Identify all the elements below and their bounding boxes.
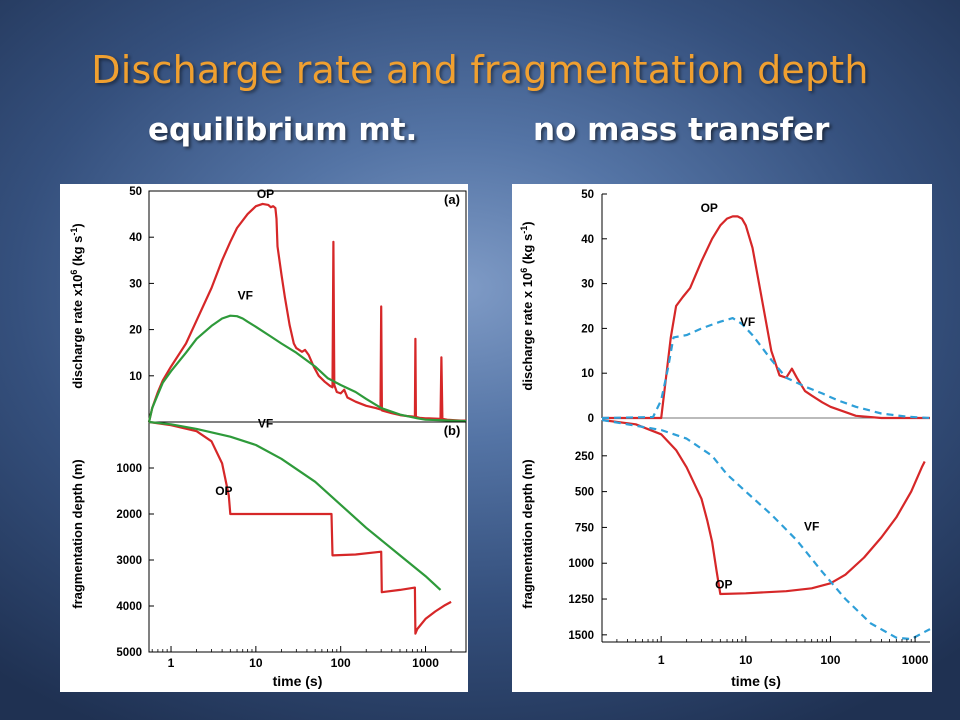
left-y-tick-label: 50 xyxy=(129,186,142,198)
left-series-label-op: OP xyxy=(257,187,274,201)
y-axis-label-part: (kg s xyxy=(520,234,535,268)
right-x-tick-label: 100 xyxy=(820,653,840,667)
right-y-tick-label: 20 xyxy=(581,323,594,335)
left-y-tick-label: 2000 xyxy=(116,509,142,521)
left-series-vf-line xyxy=(147,314,467,423)
left-series-label-op: OP xyxy=(215,484,232,498)
y-axis-label-part: -1 xyxy=(69,228,79,236)
y-axis-label-part: 6 xyxy=(69,270,79,275)
right-y-tick-label: 30 xyxy=(581,279,594,291)
slide-title: Discharge rate and fragmentation depth xyxy=(91,48,869,92)
left-panel-tag: (b) xyxy=(444,423,461,438)
chart-equilibrium-panel: 10 20 30 40 50 discharge rate x106 (kg s-1) (a… xyxy=(60,184,468,692)
y-axis-label-part: discharge rate x 10 xyxy=(520,273,535,391)
right-y-tick-label: 10 xyxy=(581,368,594,380)
right-y-tick-label: 750 xyxy=(575,522,594,534)
right-y-tick-label: 0 xyxy=(588,413,594,425)
left-y-tick-label: 40 xyxy=(129,232,142,244)
right-series-label-op: OP xyxy=(701,201,718,215)
right-x-axis-label: time (s) xyxy=(731,673,781,689)
right-series-op-line xyxy=(601,418,926,596)
right-x-axis-group: 1 10 100 1000 time (s) xyxy=(601,636,929,689)
right-series-label-vf: VF xyxy=(804,519,819,533)
left-panel-discharge: 10 20 30 40 50 discharge rate x106 (kg s-1) (a… xyxy=(69,186,467,423)
chart-no-mass-transfer: 0 10 20 30 40 50 discharge rate x 106 (kg s-1)… xyxy=(519,189,931,689)
left-axes-frame xyxy=(148,421,467,653)
left-panel-tag: (a) xyxy=(444,192,460,207)
right-y-tick-label: 1000 xyxy=(568,558,594,570)
right-x-tick-label: 10 xyxy=(739,653,753,667)
right-panel-discharge: 0 10 20 30 40 50 discharge rate x 106 (kg s-1)… xyxy=(519,189,931,425)
left-x-tick-label: 100 xyxy=(331,656,351,670)
right-series-label-vf: VF xyxy=(740,315,755,329)
y-axis-label-part: -1 xyxy=(519,226,529,234)
right-series-op-line xyxy=(602,215,930,420)
left-x-axis-group: 1 10 100 1000 time (s) xyxy=(151,646,467,689)
right-series-vf-line xyxy=(601,317,931,420)
right-y-tick-label: 40 xyxy=(581,234,594,246)
left-series-op-line xyxy=(147,202,466,423)
y-axis-label-part: discharge rate x10 xyxy=(70,275,85,389)
left-y-tick-label: 30 xyxy=(129,278,142,290)
right-series-label-op: OP xyxy=(715,577,732,591)
left-series-label-vf: VF xyxy=(238,289,253,303)
y-axis-label-part: ) xyxy=(520,221,535,225)
left-y-tick-label: 3000 xyxy=(116,555,142,567)
right-y-tick-label: 50 xyxy=(581,189,594,201)
right-y-tick-label: 1500 xyxy=(568,630,594,642)
right-x-tick-label: 1 xyxy=(658,653,665,667)
left-x-tick-label: 1000 xyxy=(412,656,439,670)
right-y-tick-label: 500 xyxy=(575,487,594,499)
y-axis-label-part: 6 xyxy=(519,268,529,273)
left-panel-depth: 1000 2000 3000 4000 5000 fragmentation depth … xyxy=(70,417,467,659)
right-y-tick-label: 1250 xyxy=(568,594,594,606)
right-y-tick-label: 250 xyxy=(575,451,594,463)
left-y-axis-label: discharge rate x106 (kg s-1) xyxy=(69,223,85,389)
left-x-tick-label: 10 xyxy=(249,656,263,670)
y-axis-label-part: (kg s xyxy=(70,236,85,270)
right-series-vf-line xyxy=(601,418,931,641)
left-axes-frame xyxy=(148,190,467,423)
chart-no-mass-transfer-panel: 0 10 20 30 40 50 discharge rate x 106 (kg s-1)… xyxy=(512,184,932,692)
left-y-tick-label: 1000 xyxy=(116,463,142,475)
left-y-tick-label: 10 xyxy=(129,371,142,383)
left-y-tick-label: 4000 xyxy=(116,601,142,613)
left-y-tick-label: 5000 xyxy=(116,647,142,659)
left-y-tick-label: 20 xyxy=(129,325,142,337)
right-y-axis-label: fragmentation depth (m) xyxy=(520,459,535,609)
left-x-axis-label: time (s) xyxy=(273,673,323,689)
right-y-axis-label: discharge rate x 106 (kg s-1) xyxy=(519,221,535,390)
y-axis-label-part: ) xyxy=(70,223,85,227)
right-panel-depth: 250 500 750 1000 1250 1500 fragmentation depth… xyxy=(520,418,931,643)
left-series-vf-line xyxy=(148,420,442,591)
subtitle-no-mass-transfer: no mass transfer xyxy=(533,112,830,148)
left-y-axis-label: fragmentation depth (m) xyxy=(70,459,85,609)
subtitle-equilibrium: equilibrium mt. xyxy=(148,112,418,148)
left-series-op-line xyxy=(148,420,452,635)
left-x-tick-label: 1 xyxy=(168,656,175,670)
chart-equilibrium: 10 20 30 40 50 discharge rate x106 (kg s-1) (a… xyxy=(69,186,467,689)
left-series-label-vf: VF xyxy=(258,417,273,431)
right-x-tick-label: 1000 xyxy=(902,653,929,667)
